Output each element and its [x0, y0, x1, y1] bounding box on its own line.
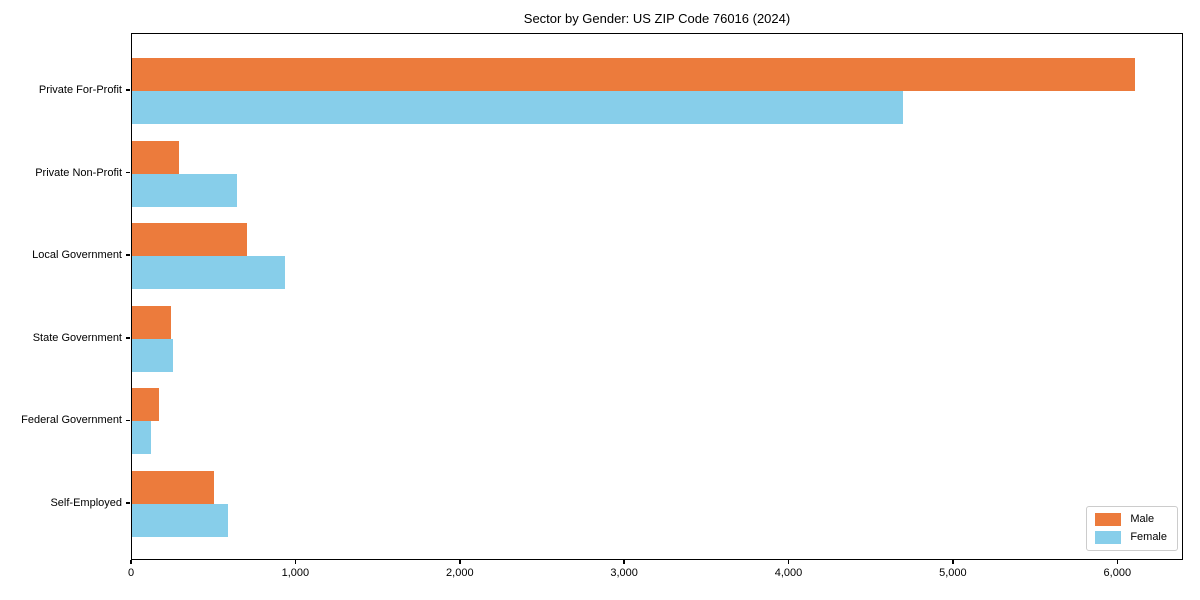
x-tick-label: 0: [127, 567, 135, 579]
y-tick-mark: [126, 419, 130, 422]
bar-female-1: [132, 173, 238, 207]
x-tick-label: 4,000: [774, 567, 803, 579]
legend-label-female: Female: [1130, 531, 1167, 543]
y-tick-label: Private Non-Profit: [35, 166, 122, 179]
bar-male-3: [132, 305, 172, 339]
legend: Male Female: [1086, 506, 1178, 551]
x-tick-mark: [130, 560, 132, 564]
bar-female-3: [132, 338, 174, 372]
x-tick-label: 6,000: [1103, 567, 1132, 579]
y-tick-label: Private For-Profit: [38, 84, 122, 96]
y-tick-mark: [126, 502, 130, 504]
bar-male-2: [132, 223, 248, 257]
x-tick-mark: [459, 560, 461, 564]
y-tick-mark: [126, 171, 130, 174]
bar-male-5: [132, 471, 215, 504]
x-tick-label: 3,000: [610, 567, 638, 579]
bar-female-0: [132, 91, 903, 124]
x-tick-label: 5,000: [939, 567, 967, 579]
legend-label-male: Male: [1130, 513, 1155, 525]
y-tick-mark: [126, 254, 130, 256]
x-tick-label: 1,000: [281, 567, 310, 579]
x-tick-mark: [1116, 560, 1118, 564]
y-tick-label: Self-Employed: [50, 497, 122, 509]
x-tick-mark: [294, 560, 297, 564]
x-tick-mark: [952, 560, 954, 564]
bar-female-2: [132, 256, 285, 290]
y-tick-label: Federal Government: [21, 414, 122, 427]
bar-female-5: [132, 504, 229, 537]
plot-area: [131, 33, 1183, 560]
x-tick-mark: [787, 560, 790, 564]
bar-female-4: [132, 421, 151, 455]
y-tick-mark: [126, 337, 130, 339]
bar-male-0: [132, 58, 1135, 91]
y-tick-mark: [126, 89, 130, 91]
x-tick-mark: [623, 560, 625, 564]
female-color-swatch: [1095, 531, 1122, 544]
bar-male-1: [132, 140, 179, 174]
legend-entry-male: Male: [1095, 513, 1167, 526]
bar-male-4: [132, 388, 160, 422]
y-tick-label: Local Government: [32, 249, 122, 262]
y-tick-label: State Government: [32, 331, 122, 344]
chart-title: Sector by Gender: US ZIP Code 76016 (202…: [523, 11, 791, 26]
male-color-swatch: [1095, 513, 1122, 526]
x-tick-label: 2,000: [446, 567, 474, 579]
legend-entry-female: Female: [1095, 531, 1167, 544]
